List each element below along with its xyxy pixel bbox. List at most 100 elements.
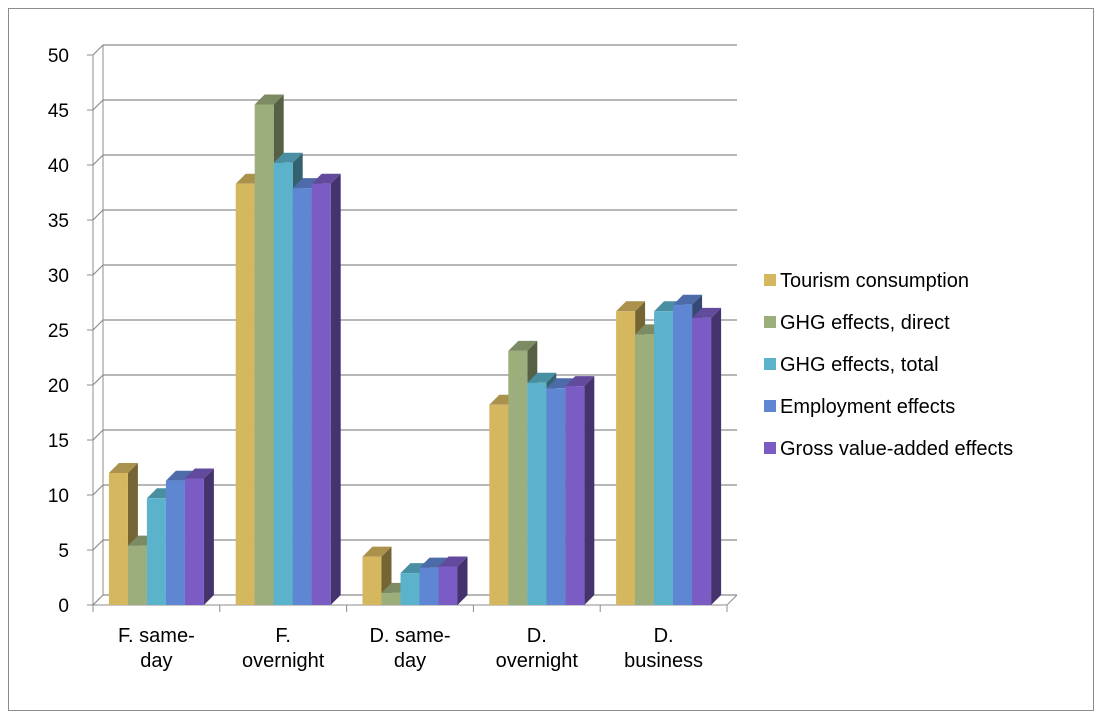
gridline-side [92, 429, 104, 441]
legend-label: GHG effects, total [780, 354, 939, 376]
legend-item: GHG effects, direct [764, 312, 950, 334]
bar-front [235, 183, 255, 605]
bar-chart: 0 5 10 15 20 25 30 35 40 45 50 F. same-day F. overnig… [48, 44, 1013, 672]
bar-front [146, 498, 166, 605]
category-label: day [394, 650, 426, 672]
bar [184, 468, 214, 605]
y-tick-label: 0 [58, 596, 69, 617]
bar-front [489, 404, 509, 605]
gridline-side [92, 539, 104, 551]
bar-front [273, 162, 293, 606]
bar-top [254, 94, 284, 105]
bar-top [273, 152, 303, 163]
bars-layer [108, 94, 722, 606]
y-tick-label: 25 [48, 321, 69, 342]
gridline-side [92, 374, 104, 386]
bar-front [311, 183, 331, 605]
y-tick-label: 50 [48, 46, 69, 67]
category-label: day [140, 650, 172, 672]
y-tick-label: 40 [48, 156, 69, 177]
bar-side [584, 376, 595, 605]
gridline-side [92, 264, 104, 276]
bar-top [527, 372, 557, 383]
bar-side [203, 468, 214, 605]
bar-side [330, 173, 341, 605]
bar-top [165, 470, 195, 481]
category-label: overnight [496, 650, 579, 672]
bar-top [438, 556, 468, 567]
bar-front [127, 545, 147, 605]
y-tick-label: 5 [58, 541, 69, 562]
category-label: F. [275, 625, 291, 647]
gridline-side [92, 319, 104, 331]
bar-top [673, 294, 703, 305]
bar-front [635, 334, 655, 605]
bar [311, 173, 341, 605]
bar-front [438, 566, 458, 605]
gridline-side [92, 44, 104, 56]
bar-side [711, 307, 722, 605]
floor-right-edge [726, 594, 738, 606]
category-label: D. [527, 625, 547, 647]
bar-side [457, 556, 468, 605]
bar-top [565, 376, 595, 387]
legend-swatch [764, 400, 776, 412]
legend-item: Employment effects [764, 396, 955, 418]
legend-swatch [764, 358, 776, 370]
bar-front [654, 311, 674, 605]
bar-front [362, 556, 382, 605]
legend-swatch [764, 442, 776, 454]
category-label: D. same- [369, 625, 450, 647]
bar-front [292, 188, 312, 605]
legend-item: Gross value-added effects [764, 438, 1013, 460]
bar [438, 556, 468, 605]
legend-item: Tourism consumption [764, 270, 969, 292]
category-label: business [624, 650, 703, 672]
gridline-side [92, 209, 104, 221]
bar-front [616, 311, 636, 605]
y-tick-label: 10 [48, 486, 69, 507]
legend-label: Tourism consumption [780, 270, 969, 292]
bar-front [165, 480, 185, 605]
y-tick-label: 20 [48, 376, 69, 397]
bar-top [508, 340, 538, 351]
legend: Tourism consumption GHG effects, direct GH… [764, 270, 1013, 460]
bar-top [292, 178, 322, 189]
gridline-side [92, 99, 104, 111]
bar-front [381, 592, 401, 605]
bar-front [673, 304, 693, 605]
axis-layer: 0 5 10 15 20 25 30 35 40 45 50 F. same-day F. overnig… [48, 46, 728, 672]
bar-top [362, 546, 392, 557]
bar-top [311, 173, 341, 184]
bar-top [546, 378, 576, 389]
y-tick-label: 45 [48, 101, 69, 122]
legend-swatch [764, 274, 776, 286]
legend-item: GHG effects, total [764, 354, 939, 376]
bar-front [254, 104, 274, 605]
y-tick-label: 30 [48, 266, 69, 287]
bar-front [508, 350, 528, 605]
y-tick-label: 35 [48, 211, 69, 232]
bar-top [108, 463, 138, 473]
gridline-side [92, 154, 104, 166]
bar-front [419, 567, 439, 605]
bar-front [400, 573, 420, 605]
y-tick-label: 15 [48, 431, 69, 452]
bar-front [527, 382, 547, 605]
legend-swatch [764, 316, 776, 328]
bar [565, 376, 595, 605]
category-label: D. [654, 625, 674, 647]
bar-front [546, 388, 566, 605]
bar-front [184, 478, 204, 605]
bar-top [692, 307, 722, 318]
bar-top [616, 301, 646, 312]
chart-frame: 0 5 10 15 20 25 30 35 40 45 50 F. same-day F. overnig… [8, 8, 1094, 711]
bar-top [184, 468, 214, 479]
category-label: F. same- [118, 625, 195, 647]
legend-label: GHG effects, direct [780, 312, 950, 334]
legend-label: Employment effects [780, 396, 955, 418]
gridline-side [92, 484, 104, 496]
category-label: overnight [242, 650, 325, 672]
legend-label: Gross value-added effects [780, 438, 1013, 460]
bar [692, 307, 722, 605]
